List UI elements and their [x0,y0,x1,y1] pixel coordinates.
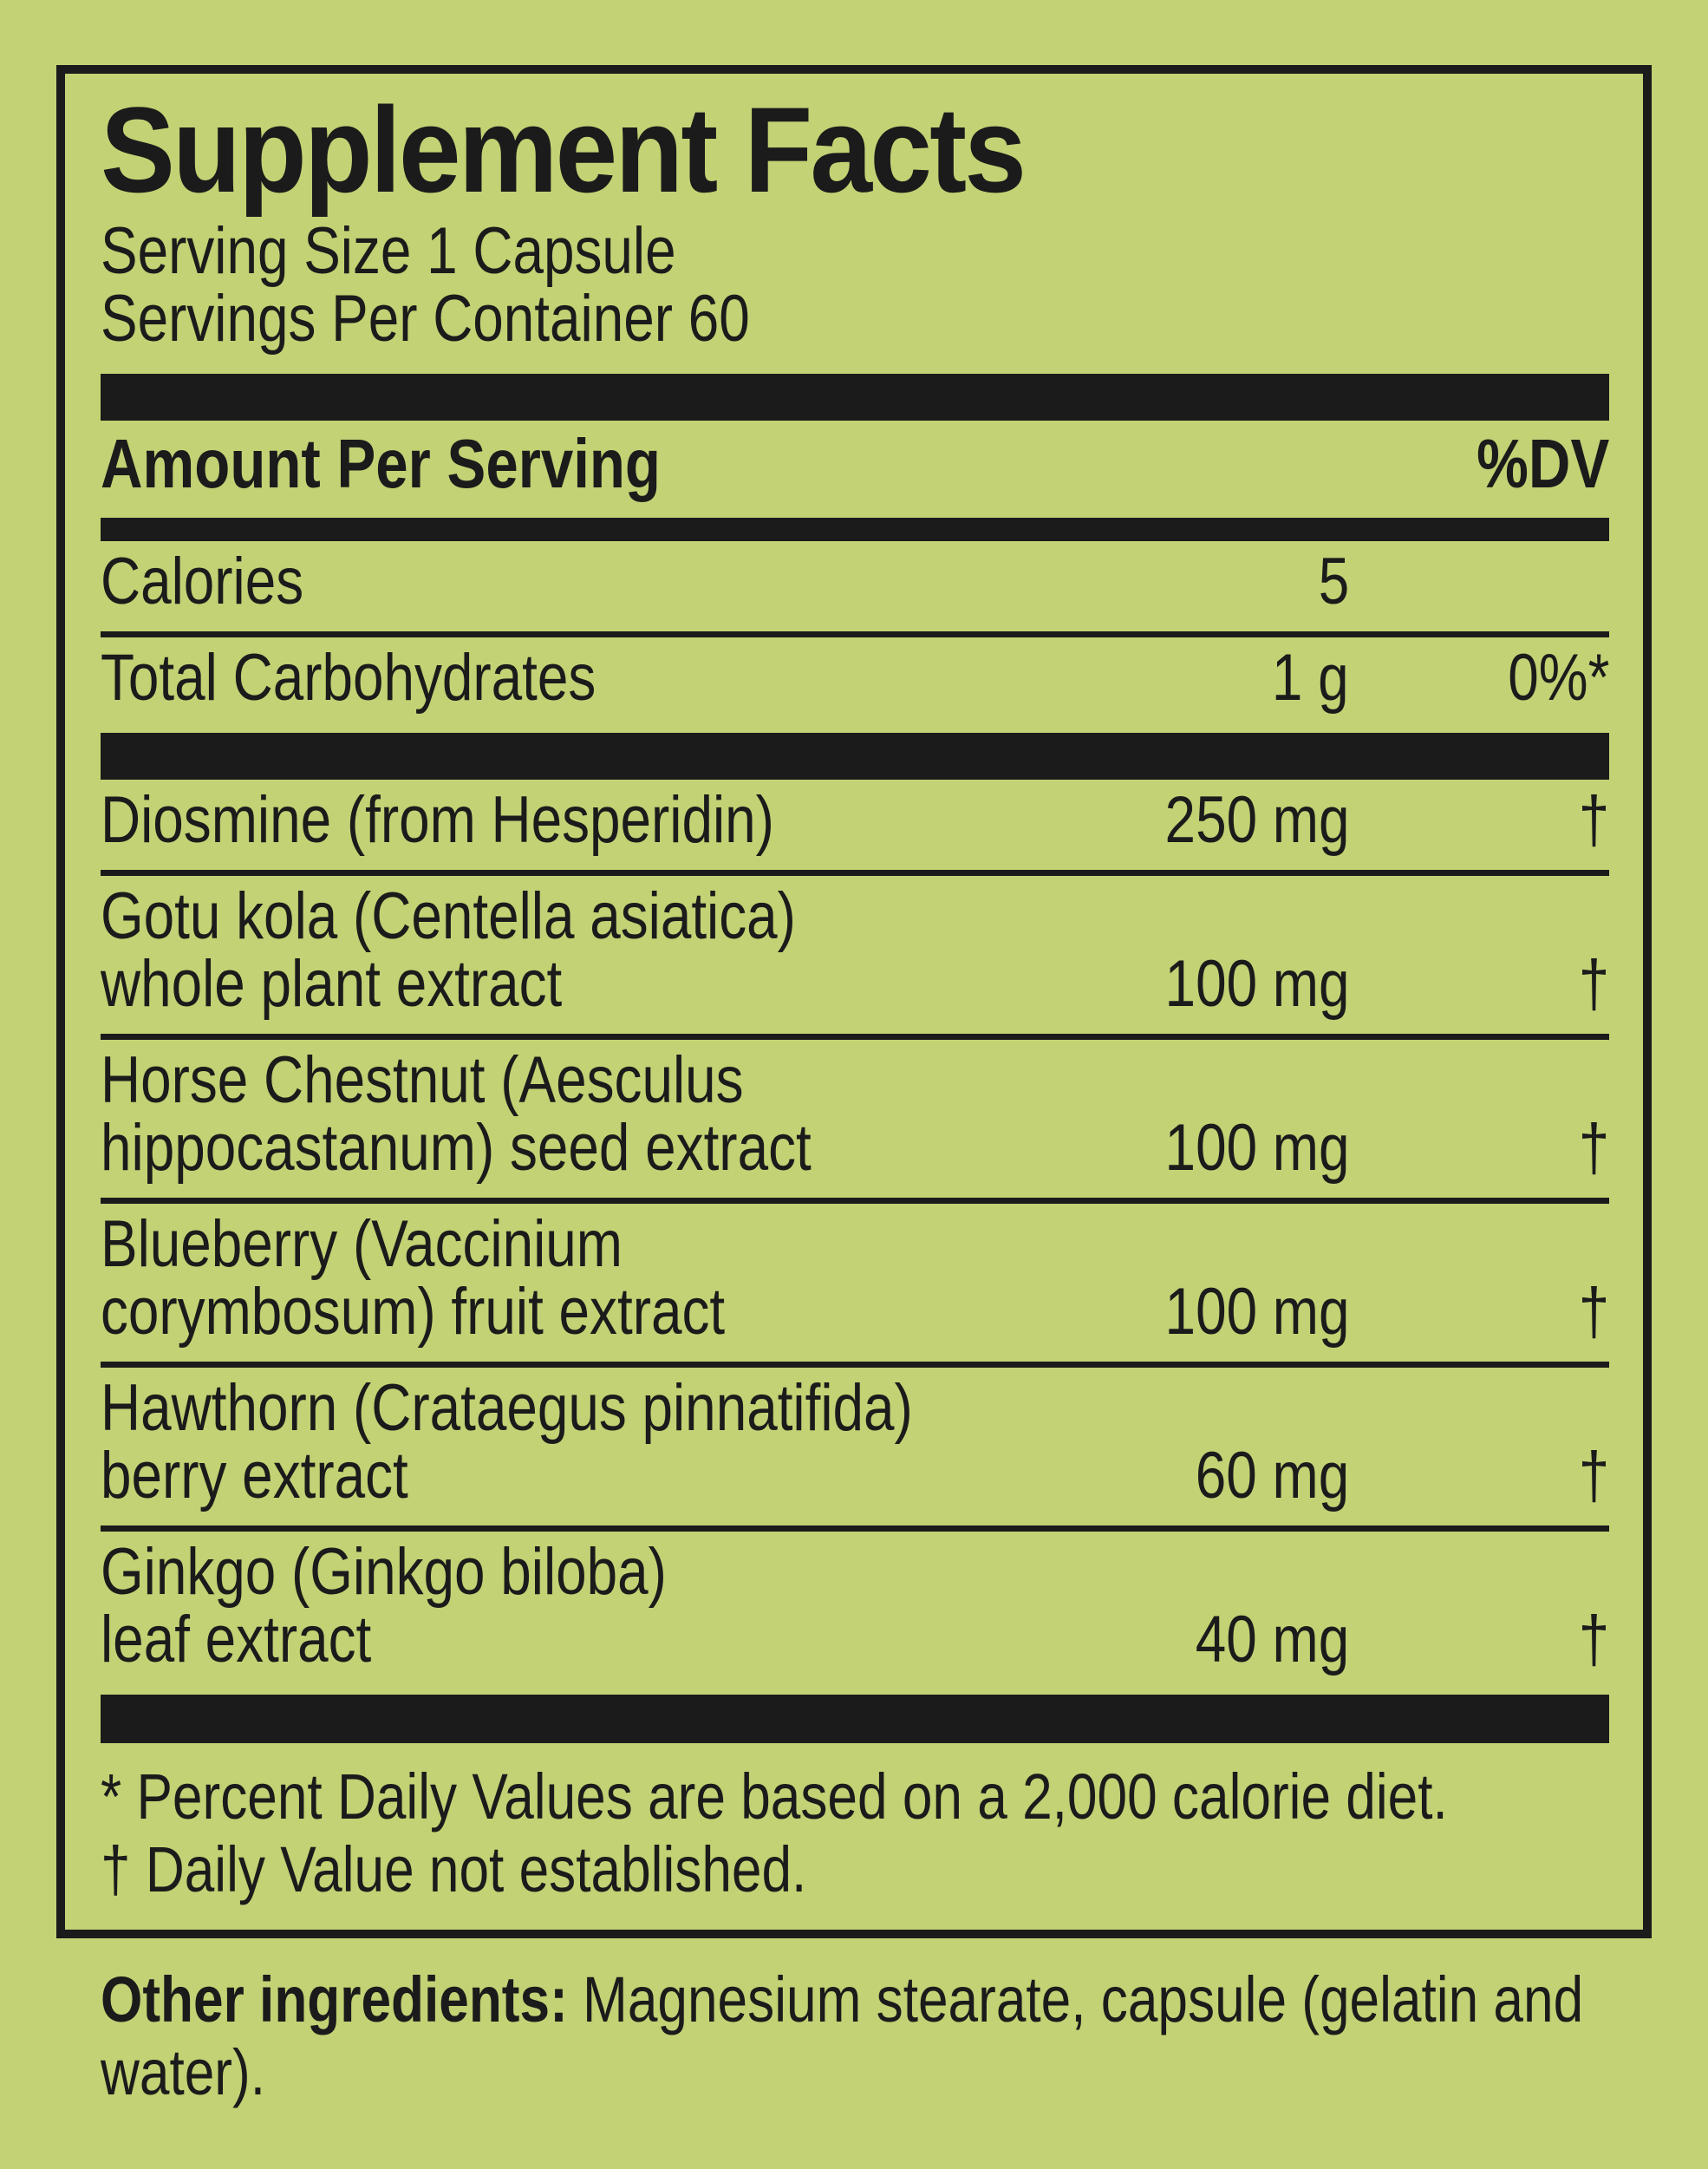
nutrient-name: Calories [101,545,304,618]
ingredient-name-line1: Blueberry (Vaccinium [101,1207,623,1281]
footnote-percent-dv: * Percent Daily Values are based on a 2,… [101,1761,1448,1833]
other-ingredients: Other ingredients: Magnesium stearate, c… [101,1963,1623,2109]
ingredient-name-line2: berry extract [101,1439,408,1512]
daily-value-dagger: † [1578,783,1609,857]
ingredient-amount: 40 mg [1195,1603,1349,1676]
ingredient-name-line1: Horse Chestnut (Aesculus [101,1043,744,1117]
daily-value-dagger: † [1578,1439,1609,1512]
thick-divider-top [101,374,1609,421]
nutrient-amount: 5 [1318,545,1349,618]
daily-value-dagger: † [1578,947,1609,1021]
thick-divider-bottom [101,1695,1609,1743]
hairline-divider [101,631,1609,637]
hairline-divider [101,870,1609,876]
row-diosmine: Diosmine (from Hesperidin) 250 mg † [101,787,1609,854]
daily-value-dagger: † [1578,1275,1609,1349]
ingredient-amount: 60 mg [1195,1439,1349,1512]
ingredient-amount: 100 mg [1164,1111,1349,1185]
ingredient-name-line2: leaf extract [101,1603,372,1676]
ingredient-name-line2: whole plant extract [101,947,563,1021]
other-ingredients-text: Magnesium stearate, capsule (gelatin and… [101,1963,1584,2108]
ingredient-name-line2: hippocastanum) seed extract [101,1111,812,1185]
ingredient-name-line2: corymbosum) fruit extract [101,1275,726,1349]
panel-title: Supplement Facts [101,82,1027,218]
row-total-carbohydrates: Total Carbohydrates 1 g 0%* [101,644,1609,712]
ingredient-amount: 100 mg [1164,947,1349,1021]
nutrient-dv: 0%* [1507,641,1609,715]
ingredient-amount: 100 mg [1164,1275,1349,1349]
hairline-divider [101,1362,1609,1368]
ingredient-name-line1: Hawthorn (Crataegus pinnatifida) [101,1371,913,1445]
serving-size-line: Serving Size 1 Capsule [101,214,676,288]
footnotes: * Percent Daily Values are based on a 2,… [101,1761,1609,1906]
nutrient-amount: 1 g [1272,641,1349,715]
row-calories: Calories 5 [101,548,1609,616]
serving-info: Serving Size 1 Capsule Servings Per Cont… [101,218,1609,353]
supplement-facts-panel: Supplement Facts Serving Size 1 Capsule … [56,65,1652,1938]
nutrient-name: Total Carbohydrates [101,641,596,715]
row-horse-chestnut: Horse Chestnut (Aesculus hippocastanum) … [101,1047,1609,1182]
percent-dv-header: %DV [1476,425,1609,502]
ingredient-name-line1: Gotu kola (Centella asiatica) [101,879,796,953]
row-hawthorn: Hawthorn (Crataegus pinnatifida) berry e… [101,1375,1609,1510]
daily-value-dagger: † [1578,1603,1609,1676]
row-ginkgo: Ginkgo (Ginkgo biloba) leaf extract 40 m… [101,1539,1609,1674]
amount-per-serving-header: Amount Per Serving [101,425,661,502]
row-gotu-kola: Gotu kola (Centella asiatica) whole plan… [101,883,1609,1018]
hairline-divider [101,1034,1609,1040]
servings-per-container-line: Servings Per Container 60 [101,282,750,356]
ingredient-amount: 250 mg [1164,783,1349,857]
daily-value-dagger: † [1578,1111,1609,1185]
ingredient-name-line1: Ginkgo (Ginkgo biloba) [101,1535,667,1609]
column-header-row: Amount Per Serving %DV [101,429,1609,499]
row-blueberry: Blueberry (Vaccinium corymbosum) fruit e… [101,1211,1609,1346]
hairline-divider [101,1198,1609,1204]
other-ingredients-label: Other ingredients: [101,1963,568,2035]
medium-divider [101,518,1609,541]
footnote-daily-value: † Daily Value not established. [101,1833,807,1905]
ingredient-name: Diosmine (from Hesperidin) [101,783,774,857]
thick-divider-middle [101,733,1609,780]
hairline-divider [101,1525,1609,1532]
